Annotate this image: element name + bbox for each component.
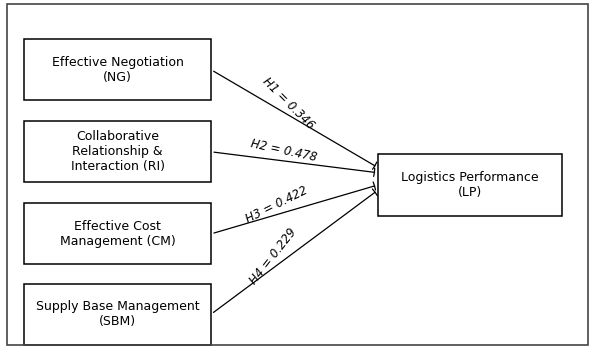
- Bar: [24, 203, 211, 265]
- Text: Supply Base Management
(SBM): Supply Base Management (SBM): [36, 300, 199, 328]
- Bar: [24, 121, 211, 183]
- Text: Logistics Performance
(LP): Logistics Performance (LP): [401, 171, 539, 199]
- Text: H1 = 0.346: H1 = 0.346: [260, 75, 317, 132]
- Bar: [24, 283, 211, 345]
- Text: H4 = 0.229: H4 = 0.229: [248, 225, 299, 287]
- Text: H3 = 0.422: H3 = 0.422: [244, 184, 310, 225]
- Text: Effective Cost
Management (CM): Effective Cost Management (CM): [60, 220, 176, 248]
- Text: Effective Negotiation
(NG): Effective Negotiation (NG): [52, 56, 183, 84]
- Bar: [24, 39, 211, 101]
- Text: H2 = 0.478: H2 = 0.478: [249, 138, 318, 164]
- Text: Collaborative
Relationship &
Interaction (RI): Collaborative Relationship & Interaction…: [71, 130, 164, 173]
- Bar: [378, 155, 562, 216]
